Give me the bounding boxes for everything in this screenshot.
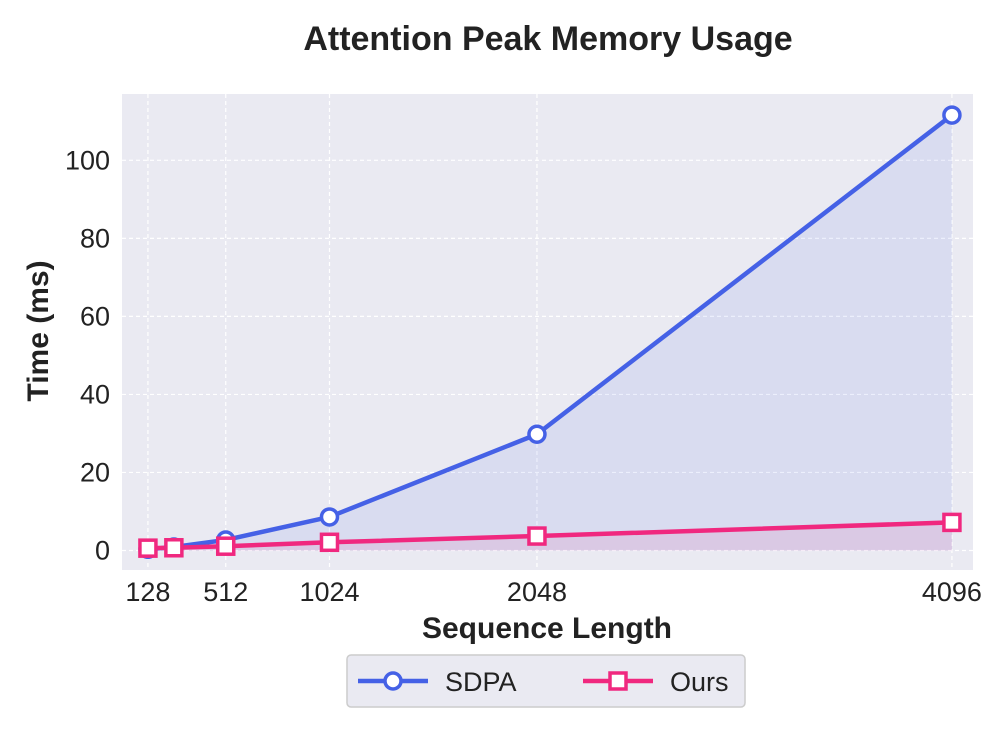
area-fill-sdpa xyxy=(147,115,952,551)
legend-label-sdpa: SDPA xyxy=(445,667,517,697)
y-tick-labels: 0 20 40 60 80 100 xyxy=(65,145,110,565)
legend-box xyxy=(346,654,746,708)
x-tick-label: 128 xyxy=(125,577,170,607)
data-point-sdpa xyxy=(319,507,340,527)
legend-marker-ours xyxy=(608,671,628,691)
x-tick-label: 1024 xyxy=(299,577,359,607)
x-tick-label: 512 xyxy=(203,577,248,607)
x-tick-labels: 128 512 1024 2048 4096 xyxy=(125,577,982,607)
plot-area xyxy=(122,94,973,570)
x-tick-label: 4096 xyxy=(922,577,982,607)
data-point-ours xyxy=(527,526,547,546)
data-point-ours xyxy=(319,532,340,553)
y-tick-label: 20 xyxy=(80,457,110,487)
y-tick-label: 40 xyxy=(80,379,110,409)
x-axis-label: Sequence Length xyxy=(422,612,672,645)
data-point-ours xyxy=(942,512,962,533)
legend-label-ours: Ours xyxy=(670,667,729,697)
data-point-ours xyxy=(138,538,158,558)
y-tick-label: 80 xyxy=(80,223,110,253)
series-markers xyxy=(138,105,962,560)
legend-marker-sdpa xyxy=(383,671,403,691)
chart-title: Attention Peak Memory Usage xyxy=(303,20,792,58)
grid-lines xyxy=(122,94,973,570)
data-point-sdpa xyxy=(527,424,547,444)
legend: SDPA Ours xyxy=(346,654,746,708)
data-point-sdpa xyxy=(942,105,962,125)
data-point-ours xyxy=(164,538,184,558)
x-tick-label: 2048 xyxy=(507,577,567,607)
y-tick-label: 0 xyxy=(95,535,110,565)
y-tick-label: 100 xyxy=(65,145,110,175)
y-tick-label: 60 xyxy=(80,301,110,331)
y-axis-label: Time (ms) xyxy=(22,260,55,401)
data-point-ours xyxy=(215,536,236,556)
